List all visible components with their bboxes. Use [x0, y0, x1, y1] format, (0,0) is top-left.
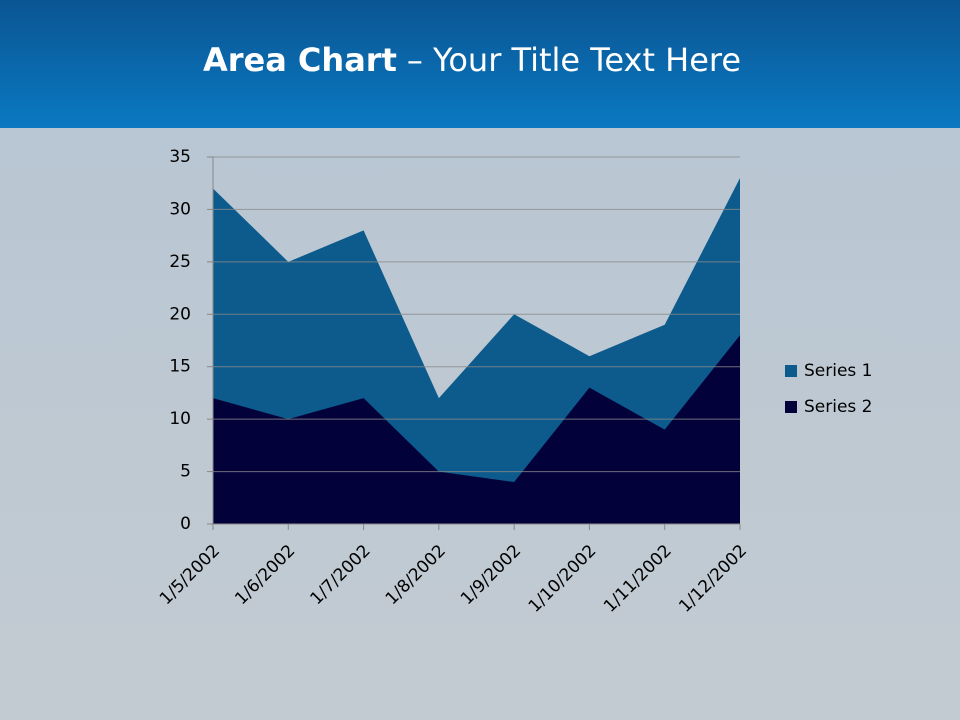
y-tick-label: 30: [169, 199, 191, 219]
y-tick-label: 20: [169, 304, 191, 324]
legend-label: Series 2: [804, 397, 873, 417]
legend-swatch: [785, 365, 797, 377]
slide-title: Area Chart – Your Title Text Here: [203, 41, 741, 79]
legend-label: Series 1: [804, 361, 873, 381]
y-tick-label: 10: [169, 409, 191, 429]
y-tick-label: 0: [180, 514, 191, 534]
legend-swatch: [785, 401, 797, 413]
y-tick-label: 25: [169, 252, 191, 272]
y-tick-label: 35: [169, 147, 191, 167]
y-tick-label: 15: [169, 357, 191, 377]
y-tick-label: 5: [180, 462, 191, 482]
area: [213, 335, 740, 524]
title-lead: Area Chart: [203, 41, 397, 79]
header-band: [0, 0, 960, 128]
title-rest: – Your Title Text Here: [407, 41, 741, 79]
